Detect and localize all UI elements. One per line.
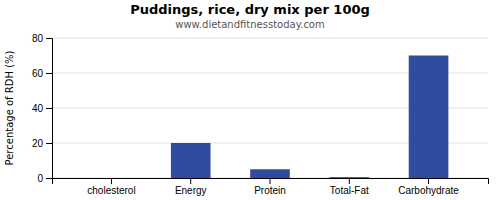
tick: 20: [32, 138, 52, 149]
bar: [329, 177, 369, 178]
plot: 0 20 40 60 80 cholesterol Energy Protein Total-F…: [32, 33, 489, 196]
tick: 60: [32, 68, 52, 79]
title: Puddings, rice, dry mix per 100g: [130, 2, 370, 17]
tick: 40: [32, 103, 52, 114]
grid-line: [52, 38, 488, 39]
bar: [171, 143, 211, 178]
tick: cholesterol: [87, 178, 135, 196]
bar: [250, 169, 290, 178]
tick: Energy: [175, 178, 207, 196]
y-axis: 0 20 40 60 80: [32, 33, 53, 184]
tick-mark: [349, 178, 350, 184]
grid: [52, 38, 488, 178]
tick-label: Protein: [254, 185, 286, 196]
tick-mark: [428, 178, 429, 184]
tick-label: 60: [32, 68, 44, 79]
y-axis-title: Percentage of RDH (%): [4, 50, 15, 165]
tick: Carbohydrate: [398, 178, 459, 196]
tick: 80: [32, 33, 52, 44]
tick-label: 0: [37, 173, 43, 184]
tick-mark: [46, 38, 52, 39]
tick: 0: [37, 173, 52, 184]
subtitle: www.dietandfitnesstoday.com: [175, 19, 324, 30]
tick-mark: [190, 178, 191, 184]
axis-line: [53, 179, 489, 185]
tick-mark: [46, 108, 52, 109]
tick-label: 80: [32, 33, 44, 44]
tick-label: 20: [32, 138, 44, 149]
tick-label: cholesterol: [87, 185, 135, 196]
tick-mark: [46, 178, 52, 179]
tick-mark: [46, 143, 52, 144]
axis-line: [46, 39, 53, 179]
tick-mark: [270, 178, 271, 184]
bars: [171, 56, 448, 179]
tick-mark: [46, 73, 52, 74]
bar: [409, 56, 449, 179]
chart: Puddings, rice, dry mix per 100g www.diet…: [0, 0, 500, 200]
tick-mark: [111, 178, 112, 184]
tick-label: Carbohydrate: [398, 185, 459, 196]
tick: Protein: [254, 178, 286, 196]
tick-label: Energy: [175, 185, 207, 196]
tick: Total-Fat: [330, 178, 369, 196]
x-axis: cholesterol Energy Protein Total-Fat Carbohy…: [53, 178, 489, 196]
tick-label: Total-Fat: [330, 185, 369, 196]
tick-label: 40: [32, 103, 44, 114]
bar: [92, 178, 132, 179]
